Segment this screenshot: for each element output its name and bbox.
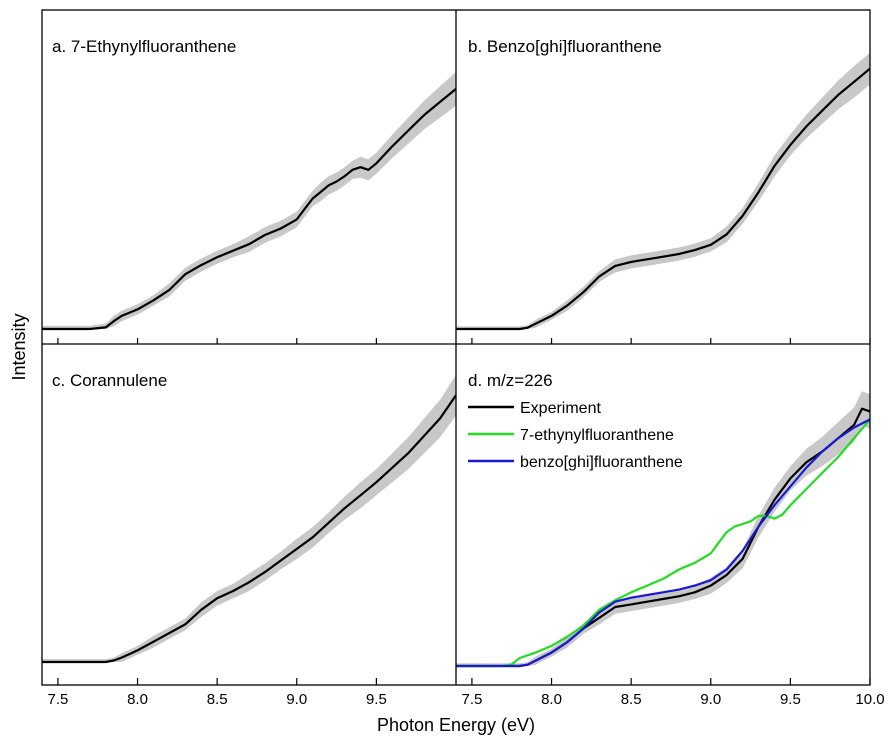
legend-label-7-ethynylfluoranthene: 7-ethynylfluoranthene — [520, 427, 674, 444]
y-axis-label: Intensity — [9, 313, 29, 380]
panel-b-series-0-uncertainty-band — [456, 52, 870, 330]
panel-c-series-0-uncertainty-band — [42, 374, 456, 662]
x-tick-label: 7.5 — [47, 691, 68, 708]
panel-c-title: c. Corannulene — [52, 371, 167, 390]
panel-d-experiment-line — [456, 407, 871, 668]
x-tick-label: 9.5 — [366, 691, 387, 708]
legend-label-experiment: Experiment — [520, 400, 601, 417]
panel-a-series-0-uncertainty-band — [42, 71, 456, 330]
panel-c-series-0-line — [42, 394, 457, 664]
x-tick-label: 9.0 — [700, 691, 721, 708]
x-tick-label: 7.5 — [461, 691, 482, 708]
x-tick-label: 8.5 — [207, 691, 228, 708]
panel-b: b. Benzo[ghi]fluoranthene — [456, 37, 871, 331]
panel-d-title: d. m/z=226 — [468, 371, 553, 390]
x-axis-label: Photon Energy (eV) — [377, 715, 535, 735]
panel-a-title: a. 7-Ethynylfluoranthene — [52, 37, 236, 56]
panel-b-series-0-line — [456, 67, 871, 331]
legend-label-benzo-ghi-fluoranthene: benzo[ghi]fluoranthene — [520, 454, 683, 471]
x-tick-label: 10.0 — [855, 691, 884, 708]
x-tick-label: 9.5 — [780, 691, 801, 708]
x-tick-label: 8.0 — [127, 691, 148, 708]
x-tick-label: 8.0 — [541, 691, 562, 708]
x-ticks: 7.5 8.0 8.5 9.0 9.5 7.5 8.0 8.5 9.0 9.5 10.0 — [47, 338, 885, 708]
x-tick-label: 8.5 — [621, 691, 642, 708]
panel-d-benzo-ghi-fluoranthene-line — [456, 418, 871, 668]
panel-a: a. 7-Ethynylfluoranthene — [42, 37, 457, 331]
panel-d-7-ethynylfluoranthene-line — [456, 418, 871, 668]
panel-d-legend: Experiment 7-ethynylfluoranthene benzo[g… — [468, 400, 683, 471]
panel-a-series-0-line — [42, 88, 457, 331]
panel-b-title: b. Benzo[ghi]fluoranthene — [468, 37, 662, 56]
panel-c: c. Corannulene — [42, 371, 457, 664]
x-tick-label: 9.0 — [286, 691, 307, 708]
panel-d: d. m/z=226 Experiment 7-ethynylfluoranth… — [456, 371, 871, 668]
